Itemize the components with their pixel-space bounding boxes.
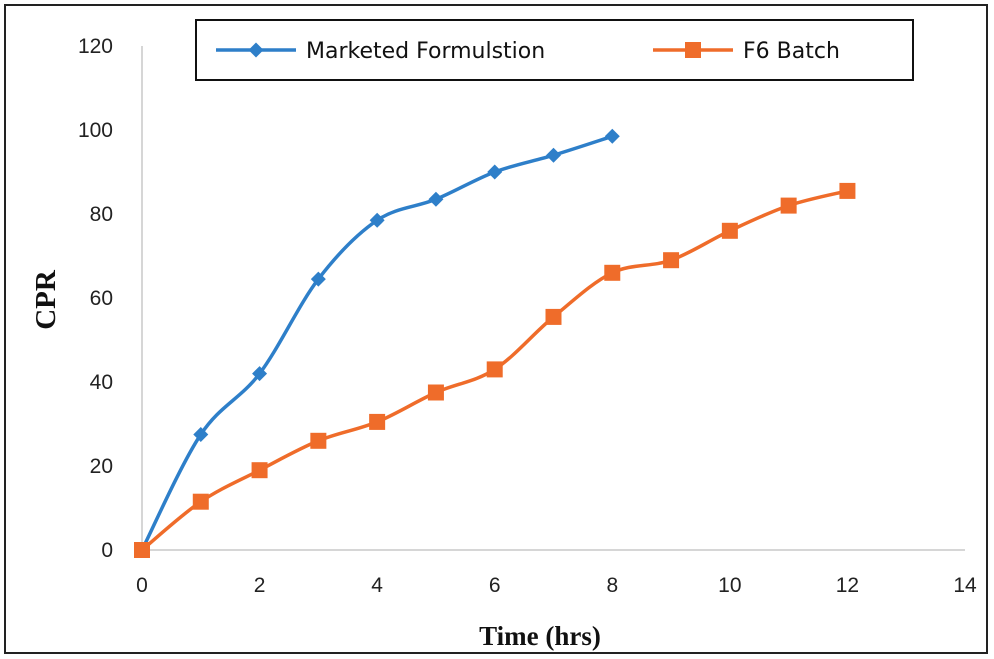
data-point — [427, 384, 444, 401]
y-tick-label: 60 — [90, 287, 113, 310]
y-axis-label: CPR — [30, 269, 62, 330]
data-point — [369, 212, 385, 228]
data-point — [604, 264, 621, 281]
data-point — [780, 197, 797, 214]
x-tick-label: 6 — [489, 574, 501, 597]
legend-marker — [685, 42, 701, 58]
x-tick-label: 0 — [136, 574, 148, 597]
chart-frame — [4, 4, 988, 654]
data-point — [545, 308, 562, 325]
data-point — [428, 191, 444, 207]
data-point — [310, 271, 326, 287]
y-tick-label: 100 — [78, 119, 113, 142]
legend-label: F6 Batch — [743, 39, 840, 64]
data-point — [663, 252, 680, 269]
series-2 — [134, 182, 856, 558]
data-point — [252, 366, 268, 382]
series-1 — [134, 128, 620, 558]
x-tick-label: 2 — [254, 574, 266, 597]
tick-labels: 0 20 40 60 80 100 120 0 2 4 6 8 10 12 14 — [78, 35, 977, 597]
data-point — [192, 493, 209, 510]
legend: Marketed Formulstion F6 Batch — [195, 19, 914, 81]
y-tick-label: 0 — [101, 539, 113, 562]
x-tick-label: 12 — [836, 574, 859, 597]
data-point — [546, 147, 561, 163]
data-point — [604, 128, 620, 144]
x-tick-label: 8 — [606, 574, 618, 597]
data-point — [486, 361, 503, 378]
data-point — [721, 222, 738, 239]
legend-marker — [248, 42, 264, 58]
y-tick-label: 120 — [78, 35, 113, 58]
axes — [141, 46, 965, 551]
data-point — [310, 432, 327, 449]
data-point — [369, 413, 386, 430]
x-tick-label: 14 — [953, 574, 977, 597]
data-point — [134, 542, 150, 558]
y-tick-label: 80 — [90, 203, 113, 226]
x-axis-label: Time (hrs) — [479, 621, 601, 651]
legend-label: Marketed Formulstion — [306, 39, 545, 64]
y-tick-label: 40 — [90, 371, 113, 394]
series-line — [140, 134, 613, 551]
y-tick-label: 20 — [90, 455, 113, 478]
legend-box — [195, 19, 914, 81]
data-point — [251, 462, 268, 479]
series-layer — [134, 128, 856, 558]
data-point — [193, 427, 209, 442]
x-tick-label: 4 — [371, 574, 383, 597]
x-tick-label: 10 — [718, 574, 741, 597]
data-point — [839, 182, 856, 199]
data-point — [487, 164, 503, 180]
